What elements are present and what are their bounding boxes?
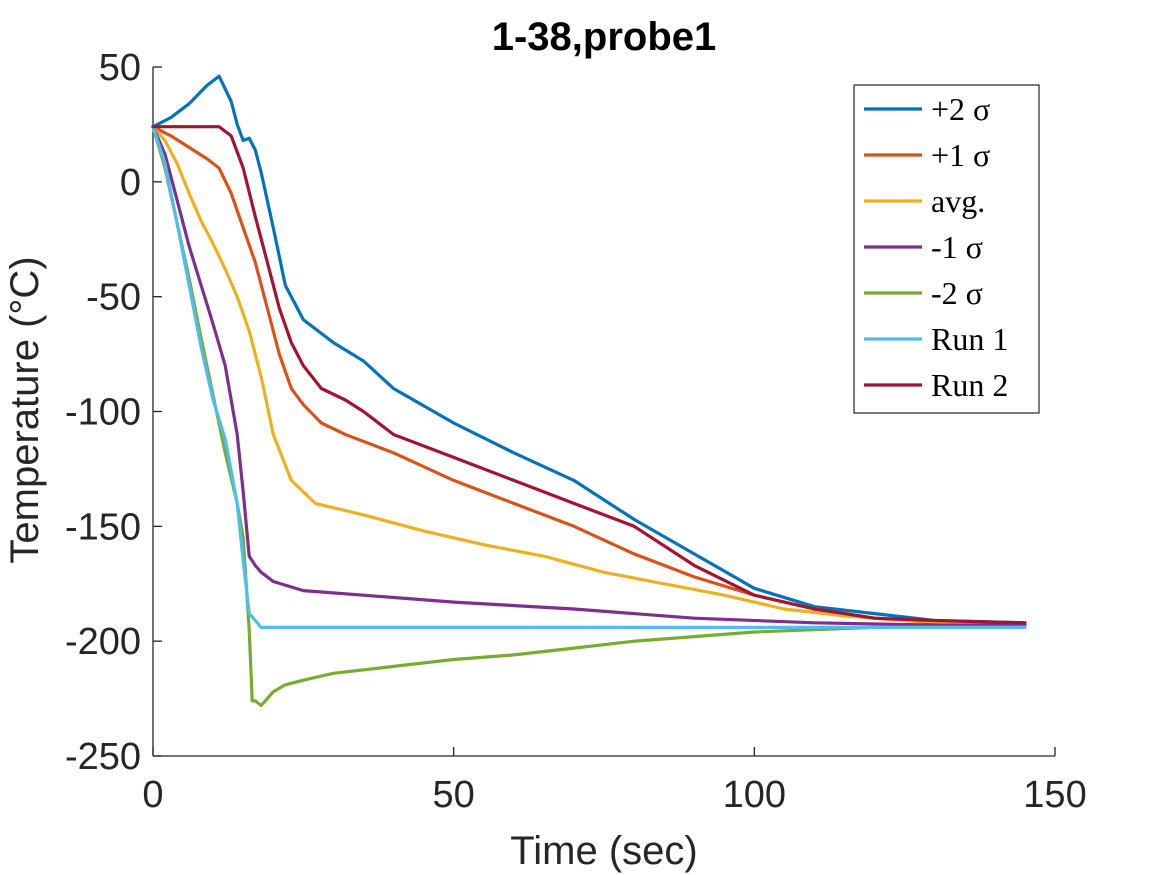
y-tick-label: -100: [65, 392, 141, 434]
legend-entry-label: Run 1: [931, 321, 1008, 357]
series-line-6: [151, 125, 1027, 625]
x-axis-label: Time (sec): [510, 829, 697, 873]
x-tick-label: 0: [142, 774, 163, 816]
axes: 0 50 100 150 50 0 -50 -100 -150 -200 -250: [65, 47, 1087, 816]
legend-box: [853, 84, 1040, 414]
legend-entry-label: +1 σ: [931, 137, 990, 173]
x-tick-label: 50: [433, 774, 475, 816]
legend-entry-label: -1 σ: [931, 229, 983, 265]
y-tick-label: -50: [86, 277, 141, 319]
chart-title: 1-38,probe1: [492, 15, 717, 59]
y-axis-label: Temperature (°C): [3, 256, 47, 563]
legend: +2 σ +1 σ avg. -1 σ -2 σ Run 1 Run 2: [853, 84, 1040, 414]
legend-entry-label: Run 2: [931, 367, 1008, 403]
y-tick-label: 50: [99, 47, 141, 89]
series-line-3: [151, 125, 1027, 627]
series-group: [151, 74, 1027, 708]
series-line-2: [151, 125, 1027, 627]
y-tick-label: -250: [65, 736, 141, 778]
legend-entry-label: -2 σ: [931, 275, 983, 311]
legend-entry-label: +2 σ: [931, 91, 990, 127]
y-tick-label: 0: [120, 162, 141, 204]
y-tick-label: -200: [65, 621, 141, 663]
legend-entry-label: avg.: [931, 183, 985, 219]
x-tick-label: 150: [1023, 774, 1086, 816]
y-tick-label: -150: [65, 506, 141, 548]
series-line-5: [151, 125, 1027, 630]
x-tick-label: 100: [723, 774, 786, 816]
series-line-0: [151, 74, 1027, 625]
